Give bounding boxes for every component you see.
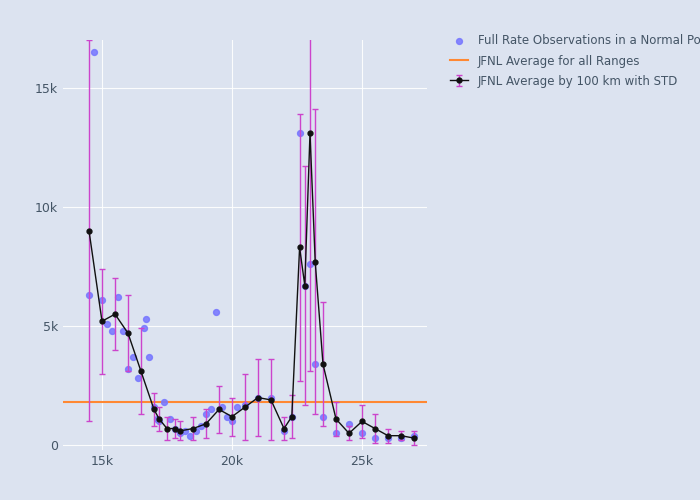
Full Rate Observations in a Normal Point [164, 415, 175, 423]
Full Rate Observations in a Normal Point [395, 434, 407, 442]
Full Rate Observations in a Normal Point [356, 430, 368, 438]
Full Rate Observations in a Normal Point [153, 418, 164, 426]
Full Rate Observations in a Normal Point [211, 308, 222, 316]
Full Rate Observations in a Normal Point [294, 129, 305, 137]
Full Rate Observations in a Normal Point [169, 424, 181, 432]
Full Rate Observations in a Normal Point [286, 412, 297, 420]
Full Rate Observations in a Normal Point [195, 422, 206, 430]
Full Rate Observations in a Normal Point [89, 48, 100, 56]
Full Rate Observations in a Normal Point [309, 360, 321, 368]
Full Rate Observations in a Normal Point [253, 394, 264, 402]
Full Rate Observations in a Normal Point [141, 315, 152, 323]
Full Rate Observations in a Normal Point [226, 418, 237, 426]
Full Rate Observations in a Normal Point [102, 320, 113, 328]
Full Rate Observations in a Normal Point [408, 432, 419, 440]
Full Rate Observations in a Normal Point [206, 406, 217, 413]
Full Rate Observations in a Normal Point [190, 427, 201, 435]
Full Rate Observations in a Normal Point [344, 420, 355, 428]
Full Rate Observations in a Normal Point [122, 365, 134, 373]
Full Rate Observations in a Normal Point [83, 291, 94, 299]
Full Rate Observations in a Normal Point [151, 415, 162, 423]
Full Rate Observations in a Normal Point [138, 324, 149, 332]
Full Rate Observations in a Normal Point [382, 434, 393, 442]
Legend: Full Rate Observations in a Normal Point, JFNL Average for all Ranges, JFNL Aver: Full Rate Observations in a Normal Point… [447, 31, 700, 91]
Full Rate Observations in a Normal Point [117, 327, 128, 335]
Full Rate Observations in a Normal Point [180, 427, 191, 435]
Full Rate Observations in a Normal Point [221, 412, 232, 420]
Full Rate Observations in a Normal Point [107, 327, 118, 335]
Full Rate Observations in a Normal Point [148, 403, 160, 411]
Full Rate Observations in a Normal Point [265, 394, 276, 402]
Full Rate Observations in a Normal Point [370, 434, 381, 442]
Full Rate Observations in a Normal Point [133, 374, 144, 382]
Full Rate Observations in a Normal Point [127, 353, 139, 361]
Full Rate Observations in a Normal Point [232, 403, 243, 411]
Full Rate Observations in a Normal Point [279, 427, 290, 435]
Full Rate Observations in a Normal Point [174, 430, 186, 438]
Full Rate Observations in a Normal Point [200, 410, 211, 418]
Full Rate Observations in a Normal Point [144, 353, 155, 361]
Full Rate Observations in a Normal Point [239, 400, 251, 408]
Full Rate Observations in a Normal Point [330, 430, 342, 438]
Full Rate Observations in a Normal Point [299, 282, 310, 290]
Full Rate Observations in a Normal Point [317, 412, 328, 420]
Full Rate Observations in a Normal Point [97, 296, 108, 304]
Full Rate Observations in a Normal Point [159, 398, 170, 406]
Full Rate Observations in a Normal Point [112, 294, 123, 302]
Full Rate Observations in a Normal Point [304, 260, 316, 268]
Full Rate Observations in a Normal Point [185, 432, 196, 440]
Full Rate Observations in a Normal Point [216, 403, 228, 411]
